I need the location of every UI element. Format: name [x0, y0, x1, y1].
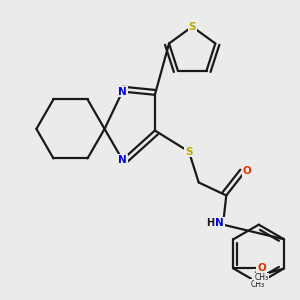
Text: S: S: [188, 22, 196, 32]
Text: CH₃: CH₃: [255, 273, 269, 282]
Text: H: H: [206, 218, 214, 228]
Text: N: N: [215, 218, 224, 228]
Text: S: S: [185, 147, 193, 157]
Text: N: N: [118, 87, 127, 97]
Text: O: O: [243, 166, 252, 176]
Text: O: O: [253, 270, 262, 280]
Text: CH₃: CH₃: [250, 280, 265, 289]
Text: N: N: [118, 155, 127, 165]
Text: O: O: [257, 263, 266, 274]
